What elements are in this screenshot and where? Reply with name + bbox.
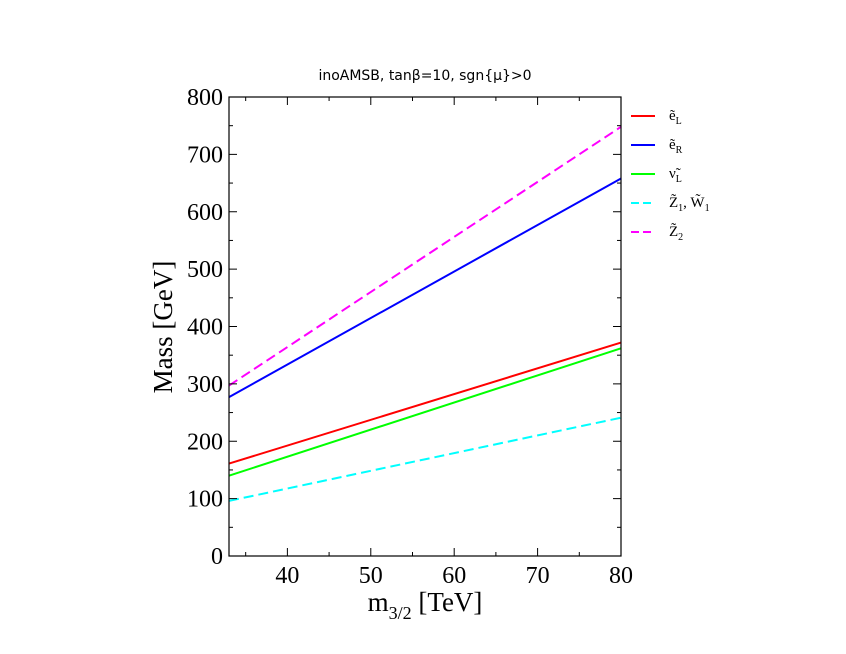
series-line-3 — [228, 416, 622, 502]
legend: ẽL ẽR ν̃L Z̃1, W̃1 Z̃2 — [631, 108, 710, 243]
y-tick-label: 400 — [187, 315, 223, 341]
x-axis-label-sub: 3/2 — [389, 603, 412, 623]
chart-title: inoAMSB, tanβ=10, sgn{μ}>0 — [318, 68, 531, 84]
y-tick-label: 300 — [187, 372, 223, 398]
series-line-4 — [228, 125, 622, 387]
x-tick-label: 50 — [359, 563, 383, 589]
x-tick-label: 70 — [526, 563, 550, 589]
y-tick-label: 0 — [211, 544, 223, 570]
y-tick-label: 700 — [187, 142, 223, 168]
x-tick-label: 40 — [275, 563, 299, 589]
series-line-0 — [228, 341, 622, 465]
x-tick-label: 60 — [442, 563, 466, 589]
series-line-1 — [228, 177, 622, 398]
legend-label-0: ẽL — [669, 108, 682, 127]
legend-label-3: Z̃1, W̃1 — [669, 194, 710, 214]
legend-label-4: Z̃2 — [669, 223, 683, 243]
series-line-2 — [228, 347, 622, 477]
y-axis-label: Mass [GeV] — [148, 261, 178, 394]
legend-label-1: ẽR — [669, 137, 683, 156]
axis-ticks: 0 100 200 300 400 500 600 700 800 40 50 60 70 80 — [187, 85, 633, 589]
plot-series — [228, 125, 622, 502]
x-tick-label: 80 — [609, 563, 633, 589]
y-tick-label: 200 — [187, 429, 223, 455]
x-axis-label-unit: [TeV] — [412, 587, 483, 617]
y-tick-label: 100 — [187, 487, 223, 513]
legend-label-2: ν̃L — [669, 166, 682, 185]
y-tick-label: 500 — [187, 257, 223, 283]
y-tick-label: 600 — [187, 200, 223, 226]
x-axis-label: m3/2 [TeV] — [368, 587, 483, 623]
y-tick-label: 800 — [187, 85, 223, 111]
